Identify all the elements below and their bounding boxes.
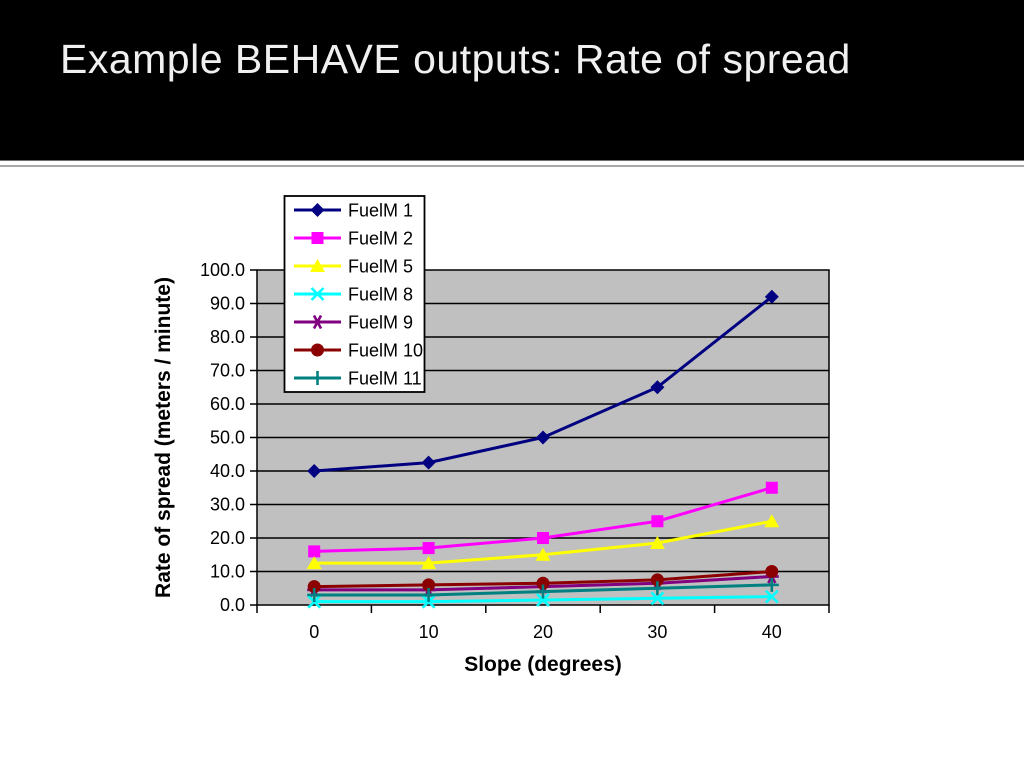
y-axis-title: Rate of spread (meters / minute)	[152, 277, 175, 598]
y-tick-label: 50.0	[210, 428, 245, 448]
rate-of-spread-chart: 0.0 10.0 20.0 30.0 40.0 50.0 60.0 70.0 80.0 90.0 1…	[152, 195, 830, 676]
legend-item-fuelm-5: FuelM 5	[294, 257, 413, 277]
marker-square	[308, 545, 321, 558]
marker-circle	[536, 576, 550, 590]
marker-diamond	[307, 464, 322, 478]
legend-item-fuelm-9: FuelM 9	[294, 313, 413, 333]
marker-triangle	[310, 259, 325, 272]
header-separator	[0, 160, 1024, 171]
y-tick-label: 80.0	[210, 327, 245, 347]
y-tick-label: 30.0	[210, 495, 245, 515]
y-tick-label: 90.0	[210, 294, 245, 314]
legend-label: FuelM 10	[348, 341, 423, 361]
marker-diamond	[764, 289, 779, 304]
legend-item-fuelm-11: FuelM 11	[294, 369, 422, 389]
marker-circle	[422, 578, 436, 592]
series-fuelm-5	[306, 514, 780, 570]
y-tick-label: 100.0	[200, 260, 245, 280]
marker-x	[650, 591, 665, 606]
legend: FuelM 1 FuelM 2 FuelM 5 FuelM 8 FuelM 9 FuelM…	[283, 195, 426, 393]
marker-plus	[310, 371, 325, 385]
x-tick-label: 40	[762, 622, 782, 642]
y-tick-label: 40.0	[210, 461, 245, 481]
marker-circle	[765, 565, 779, 578]
legend-label: FuelM 5	[348, 257, 413, 277]
marker-x	[310, 287, 325, 301]
legend-item-fuelm-2: FuelM 2	[294, 229, 413, 249]
x-tick-label: 10	[419, 622, 439, 642]
y-tick-label: 60.0	[210, 394, 245, 414]
legend-item-fuelm-1: FuelM 1	[294, 201, 413, 221]
series-fuelm-11	[307, 577, 779, 602]
x-axis-title: Slope (degrees)	[464, 653, 622, 676]
y-tick-label: 10.0	[210, 562, 245, 582]
marker-triangle	[764, 514, 780, 528]
marker-diamond	[536, 430, 550, 445]
marker-triangle	[649, 536, 665, 550]
marker-diamond	[421, 455, 436, 470]
marker-square	[422, 542, 435, 555]
marker-plus	[536, 584, 550, 599]
y-tick-label: 0.0	[220, 595, 245, 615]
marker-x	[536, 593, 550, 607]
marker-circle	[307, 580, 321, 594]
marker-plus	[421, 587, 436, 602]
legend-label: FuelM 2	[348, 229, 413, 249]
marker-plus	[650, 581, 665, 596]
marker-plus	[764, 577, 779, 592]
y-tick-label: 20.0	[210, 528, 245, 548]
marker-diamond	[650, 380, 665, 395]
marker-square	[651, 515, 664, 528]
slide-header: Example BEHAVE outputs: Rate of spread	[0, 0, 1024, 160]
marker-triangle	[535, 547, 551, 561]
marker-square	[537, 532, 549, 544]
legend-item-fuelm-10: FuelM 10	[294, 341, 423, 361]
marker-triangle	[421, 556, 437, 570]
marker-asterisk	[310, 314, 325, 330]
x-tick-label: 0	[309, 622, 319, 642]
marker-plus	[307, 587, 322, 602]
marker-circle	[311, 343, 324, 357]
series-fuelm-10	[307, 565, 779, 594]
x-tick-label: 20	[533, 622, 553, 642]
marker-diamond	[310, 203, 325, 217]
marker-x	[764, 589, 779, 604]
marker-circle	[650, 573, 664, 587]
series-fuelm-2	[308, 481, 778, 558]
marker-square	[311, 232, 324, 244]
header-separator-line	[0, 165, 1024, 167]
marker-square	[765, 481, 778, 494]
x-tick-label: 30	[647, 622, 667, 642]
legend-label: FuelM 8	[348, 285, 413, 305]
y-tick-label: 70.0	[210, 361, 245, 381]
legend-item-fuelm-8: FuelM 8	[294, 285, 413, 305]
legend-label: FuelM 9	[348, 313, 413, 333]
series-fuelm-1	[307, 289, 779, 478]
legend-label: FuelM 1	[348, 201, 413, 221]
marker-triangle	[306, 556, 322, 570]
slide-title: Example BEHAVE outputs: Rate of spread	[60, 36, 851, 82]
legend-label: FuelM 11	[348, 369, 422, 389]
